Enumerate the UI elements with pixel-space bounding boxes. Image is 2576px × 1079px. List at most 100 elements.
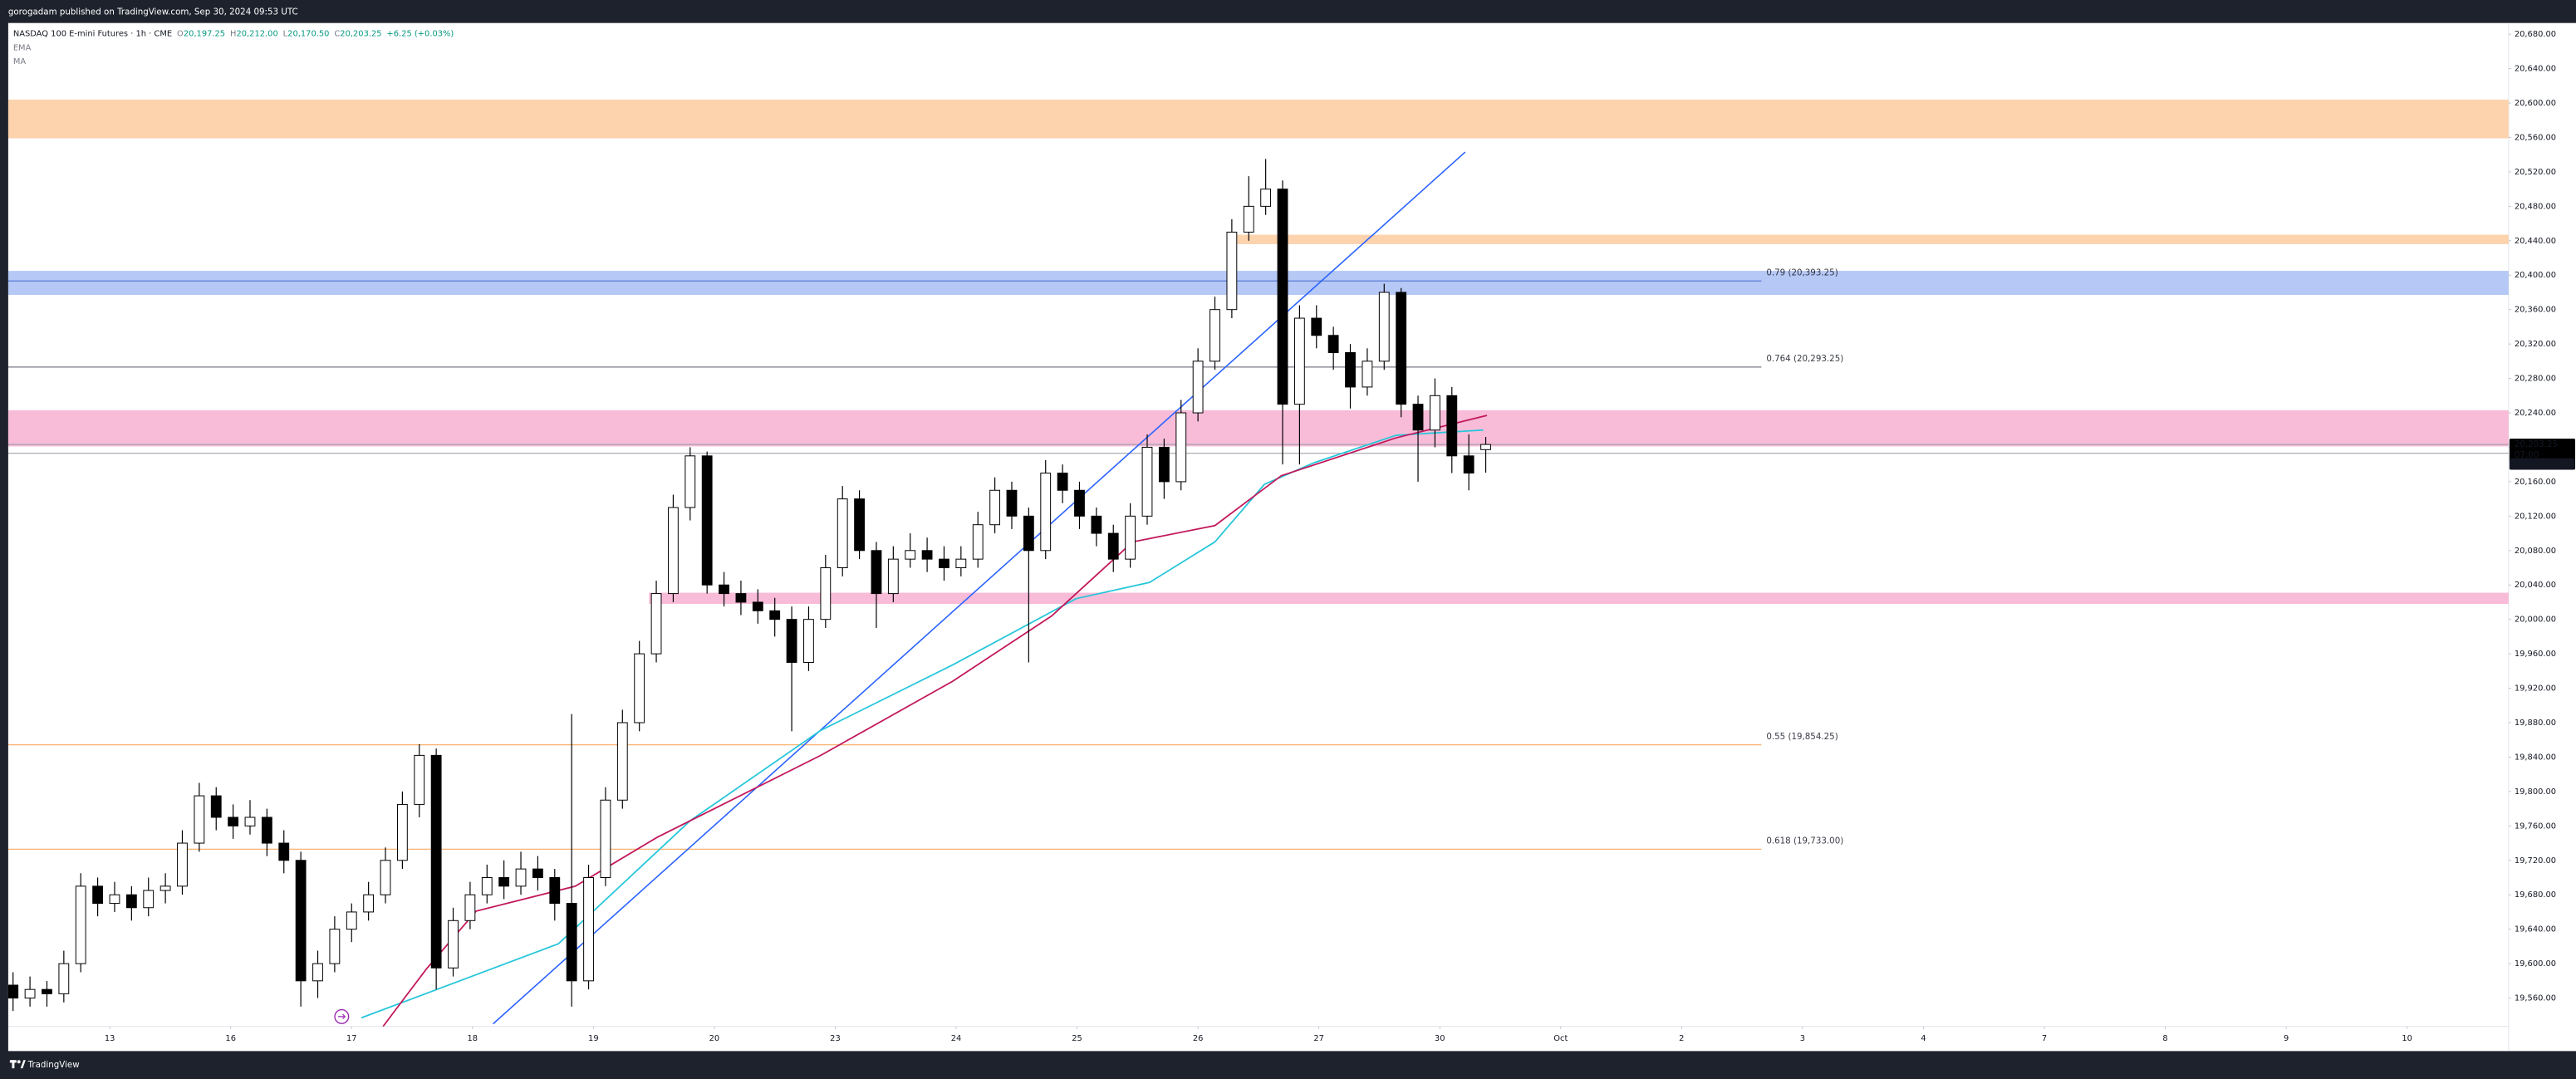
candle-body: [634, 653, 645, 723]
candle-body: [380, 860, 391, 895]
level-label: 0.618 (19,733.00): [1766, 836, 1843, 846]
candle-body: [24, 988, 36, 999]
y-tick-label: 20,520.00: [2515, 168, 2556, 177]
candle-body: [1226, 231, 1238, 311]
candle-body: [1209, 309, 1220, 362]
candle-body: [786, 619, 797, 663]
y-tick-label: 20,640.00: [2515, 65, 2556, 74]
candle-body: [1260, 189, 1272, 207]
ohlc-key: L: [283, 30, 288, 39]
candle-body: [939, 558, 949, 569]
level-label: 0.79 (20,393.25): [1766, 267, 1838, 277]
x-tick-label: 18: [468, 1034, 478, 1043]
ohlc-key: C: [334, 30, 340, 39]
trendline: [493, 151, 1466, 1025]
candle-body: [295, 860, 307, 982]
candle-body: [955, 558, 967, 569]
y-tick-label: 20,120.00: [2515, 512, 2556, 521]
brand-logo: [9, 1060, 26, 1069]
x-tick-label: 25: [1072, 1034, 1082, 1043]
x-tick-label: 2: [1679, 1034, 1684, 1043]
x-tick-label: 27: [1313, 1034, 1324, 1043]
candle-body: [837, 498, 848, 569]
candle-body: [75, 885, 86, 964]
replay-icon: [334, 1008, 350, 1024]
candle-body: [583, 876, 594, 982]
level-label: 0.55 (19,854.25): [1766, 732, 1838, 742]
price-badge: [2509, 439, 2576, 462]
candle-body: [1480, 444, 1491, 450]
candle-body: [549, 876, 561, 905]
candle-body: [498, 876, 510, 887]
x-tick-label: 30: [1435, 1034, 1445, 1043]
price-badge-label: 20,203.25: [2515, 439, 2558, 449]
left-border: [0, 0, 8, 1079]
candle-body: [1023, 515, 1034, 552]
candle-body: [1040, 473, 1052, 552]
candle-body: [1057, 473, 1068, 491]
y-tick-label: 19,880.00: [2515, 719, 2556, 728]
y-tick-label: 20,560.00: [2515, 133, 2556, 142]
logo-part: [20, 1060, 26, 1069]
x-tick-label: 4: [1921, 1034, 1926, 1043]
candle-body: [1396, 292, 1407, 405]
zone: [649, 592, 2509, 605]
y-tick-label: 19,560.00: [2515, 994, 2556, 1003]
x-tick-label: 9: [2284, 1034, 2289, 1043]
candle-body: [921, 550, 933, 560]
candle-body: [668, 507, 679, 595]
candle-body: [194, 795, 205, 844]
candle-body: [1378, 292, 1390, 362]
candle-body: [701, 455, 713, 586]
y-tick-label: 20,400.00: [2515, 271, 2556, 280]
candle-body: [278, 842, 290, 861]
candle-body: [1293, 317, 1305, 405]
x-tick-label: 19: [588, 1034, 599, 1043]
candle-body: [515, 868, 527, 887]
candle-body: [312, 963, 323, 982]
y-tick-label: 20,600.00: [2515, 99, 2556, 108]
candle-body: [803, 619, 814, 663]
candle-body: [752, 601, 763, 611]
candle-body: [989, 489, 1001, 526]
candle-body: [58, 963, 70, 994]
y-tick-label: 20,440.00: [2515, 237, 2556, 246]
candle-body: [1091, 515, 1102, 534]
candle-body: [600, 799, 611, 878]
candle-body: [481, 876, 493, 895]
candle-body: [92, 885, 104, 905]
y-tick-label: 20,080.00: [2515, 547, 2556, 556]
candle-body: [125, 894, 137, 909]
candle-body: [159, 885, 171, 891]
y-tick-label: 19,920.00: [2515, 684, 2556, 694]
top-bar: [0, 0, 2576, 23]
plot-area: 0.79 (20,393.25) 0.764 (20,293.25) 0.55 (1…: [7, 99, 2509, 1027]
y-tick-label: 19,760.00: [2515, 822, 2556, 831]
zone: [7, 410, 2509, 447]
x-tick-label: 23: [830, 1034, 841, 1043]
y-tick-label: 19,640.00: [2515, 925, 2556, 934]
candle-body: [616, 722, 628, 801]
indicator-line: [361, 429, 1484, 1019]
y-tick-label: 20,680.00: [2515, 30, 2556, 39]
candle-body: [1074, 489, 1085, 517]
candle-body: [1006, 489, 1018, 517]
candle-body: [854, 498, 865, 552]
candle-body: [414, 754, 425, 805]
candle-body: [143, 890, 155, 909]
candle-body: [1192, 360, 1204, 414]
candle-body: [820, 567, 832, 620]
candle-body: [1158, 446, 1170, 483]
publisher-text: gorogadam published on TradingView.com, …: [8, 7, 298, 17]
candle-body: [109, 894, 120, 905]
zone: [1231, 234, 2509, 244]
price-badge-countdown: 07:00: [2515, 450, 2539, 460]
y-tick-label: 19,720.00: [2515, 856, 2556, 866]
ohlc-value: 20,197.25: [184, 30, 225, 39]
y-tick-label: 19,840.00: [2515, 753, 2556, 762]
candle-body: [448, 920, 459, 969]
x-tick-label: 26: [1193, 1034, 1204, 1043]
y-tick-label: 20,360.00: [2515, 306, 2556, 315]
